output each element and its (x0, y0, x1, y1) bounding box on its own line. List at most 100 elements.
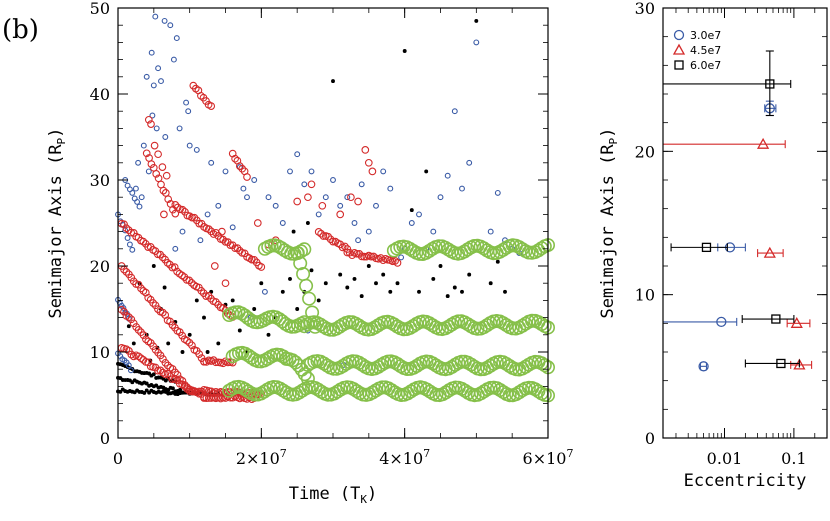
black-dots-point-94 (163, 378, 168, 383)
blue-circles-point-76 (459, 185, 465, 192)
green-circles-point-348 (460, 242, 475, 257)
green-circles-point-291 (499, 318, 514, 333)
legend-label-0: 3.0e7 (690, 29, 721, 42)
black-dots-point-152 (452, 285, 457, 290)
red-circles-point-330 (221, 279, 230, 288)
red-circles-point-126 (188, 341, 196, 350)
blue-circles-point-88 (140, 142, 147, 149)
black-dots-point-113 (266, 332, 271, 337)
blue-circles-point-19 (125, 362, 132, 369)
red-circles-point-42 (219, 304, 227, 312)
red-circles-point-300 (367, 252, 376, 261)
green-circles-point-190 (502, 358, 517, 373)
red-circles-point-213 (137, 354, 145, 363)
red-circles-point-28 (185, 276, 194, 285)
blue-circles-point-3 (122, 227, 129, 234)
black-dots-point-157 (495, 259, 500, 264)
red-circles-point-326 (364, 158, 373, 167)
series-6.0e7 (663, 50, 800, 369)
red-circles-point-51 (152, 170, 161, 178)
blue-circles-point-26 (134, 198, 141, 205)
black-dots-point-124 (345, 285, 350, 290)
blue-circles-point-49 (244, 194, 250, 201)
blue-circles-point-24 (129, 189, 136, 196)
blue-circles-point-6 (129, 246, 136, 253)
left-data-marks (115, 13, 555, 403)
series-green-circles (222, 238, 555, 403)
black-dots-point-16 (154, 383, 159, 388)
black-dots-point-127 (374, 281, 378, 286)
black-dots-point-133 (460, 289, 464, 294)
red-circles-point-313 (147, 120, 155, 128)
red-circles-point-108 (144, 293, 153, 302)
black-dots-point-26 (178, 387, 183, 392)
black-dots-point-134 (474, 18, 479, 23)
black-dots-point-21 (166, 388, 171, 392)
black-dots-point-123 (338, 272, 343, 277)
red-circles-point-155 (142, 335, 150, 344)
red-circles-point-317 (162, 171, 171, 180)
green-circles-point-126 (300, 371, 315, 386)
left-x-tick-label-1: 2×107 (236, 447, 287, 468)
red-circles-point-321 (318, 201, 327, 210)
blue-circles-point-20 (127, 367, 134, 374)
black-dots-point-87 (147, 371, 152, 376)
red-circles-point-276 (243, 173, 251, 181)
3.0e7-point-2 (716, 316, 727, 328)
black-dots-point-144 (194, 298, 199, 303)
red-circles-point-301 (369, 252, 378, 261)
red-circles-point-54 (159, 186, 168, 195)
red-circles-point-137 (212, 358, 220, 367)
red-circles-point-329 (210, 262, 219, 270)
blue-circles-point-72 (430, 228, 437, 235)
red-circles-point-332 (253, 219, 262, 227)
blue-circles-point-35 (143, 73, 150, 80)
red-circles-point-274 (238, 164, 247, 173)
red-circles-point-277 (314, 228, 323, 236)
blue-circles-point-80 (494, 189, 501, 196)
black-dots-point-104 (187, 332, 192, 337)
series-3.0e7 (663, 100, 777, 372)
green-circles-point-324 (308, 319, 323, 334)
4.5e7-point-1 (763, 246, 776, 258)
red-circles-point-312 (144, 115, 153, 124)
left-y-tick-label-0: 0 (100, 429, 110, 448)
green-circles-point-117 (276, 349, 291, 364)
green-circles-point-201 (537, 358, 552, 373)
blue-circles-point-95 (229, 224, 236, 231)
black-dots-point-132 (445, 294, 450, 299)
red-circles-point-214 (139, 356, 148, 364)
blue-circles-point-87 (145, 168, 152, 175)
red-circles-point-220 (154, 366, 162, 375)
right-legend: 3.0e7 4.5e7 6.0e7 (672, 29, 721, 72)
blue-circles-point-63 (351, 220, 358, 226)
black-dots-point-129 (402, 49, 407, 53)
black-dots-point-130 (417, 289, 421, 294)
green-circles-point-319 (293, 256, 308, 271)
left-x-tick-label-3: 6×107 (523, 447, 574, 468)
left-y-axis-label: Semimajor Axis (RP) (46, 128, 68, 319)
blue-circles-point-62 (344, 194, 351, 201)
blue-circles-point-59 (322, 194, 329, 201)
black-dots-point-112 (259, 281, 264, 286)
green-circles-point-321 (299, 278, 314, 293)
blue-circles-point-74 (444, 172, 451, 179)
blue-circles-point-53 (279, 220, 286, 226)
red-circles-point-86 (233, 244, 242, 252)
red-circles-point-324 (354, 197, 362, 206)
red-circles-point-162 (159, 355, 167, 363)
green-circles-point-23 (295, 383, 310, 398)
black-dots-point-116 (288, 276, 292, 281)
black-dots-point-103 (180, 350, 185, 354)
black-dots-point-12 (144, 381, 149, 386)
blue-circles-point-94 (215, 202, 222, 209)
left-chart: 0 2×107 4×107 6×107 0 10 20 30 40 50 Time (TK) Se… (46, 0, 573, 506)
blue-circles-point-77 (466, 159, 473, 166)
black-dots-point-111 (252, 307, 257, 311)
red-circles-point-323 (347, 193, 355, 202)
left-x-axis-label: Time (TK) (289, 484, 378, 506)
left-x-tick-label-0: 0 (113, 449, 123, 468)
black-dots-point-108 (230, 298, 235, 303)
black-dots-point-126 (359, 294, 364, 299)
red-circles-point-168 (173, 370, 182, 379)
